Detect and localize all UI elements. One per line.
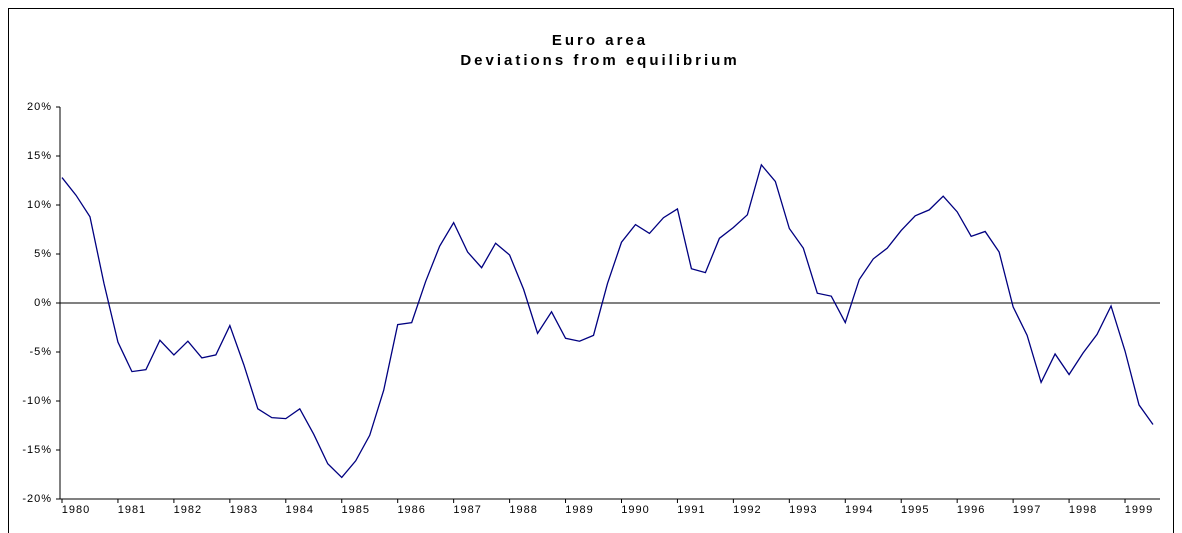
x-tick-label: 1992: [733, 504, 761, 516]
x-tick-label: 1999: [1125, 504, 1153, 516]
x-tick-label: 1994: [845, 504, 873, 516]
y-tick-label: 20%: [27, 101, 52, 113]
line-series: [61, 163, 1154, 479]
x-tick-label: 1982: [174, 504, 202, 516]
x-tick-label: 1996: [957, 504, 985, 516]
x-tick-label: 1997: [1013, 504, 1041, 516]
x-tick-label: 1989: [565, 504, 593, 516]
chart-subtitle: Deviations from equilibrium: [460, 52, 739, 69]
x-tick-label: 1984: [286, 504, 314, 516]
x-tick-label: 1995: [901, 504, 929, 516]
chart-border: [8, 8, 1174, 533]
chart-title: Euro area: [552, 32, 648, 49]
y-tick-label: 5%: [34, 248, 52, 260]
x-tick-label: 1990: [621, 504, 649, 516]
x-tick-label: 1983: [230, 504, 258, 516]
y-tick-label: -10%: [22, 395, 52, 407]
y-tick-label: -15%: [22, 444, 52, 456]
y-tick-label: 0%: [34, 297, 52, 309]
x-tick-label: 1980: [62, 504, 90, 516]
x-tick-label: 1991: [677, 504, 705, 516]
y-tick-label: 10%: [27, 199, 52, 211]
x-tick-label: 1988: [509, 504, 537, 516]
x-tick-label: 1998: [1069, 504, 1097, 516]
y-tick-label: 15%: [27, 150, 52, 162]
x-tick-label: 1985: [342, 504, 370, 516]
x-tick-label: 1993: [789, 504, 817, 516]
y-tick-label: -5%: [29, 346, 52, 358]
x-tick-label: 1981: [118, 504, 146, 516]
x-tick-label: 1987: [453, 504, 481, 516]
y-tick-label: -20%: [22, 493, 52, 505]
x-tick-label: 1986: [397, 504, 425, 516]
